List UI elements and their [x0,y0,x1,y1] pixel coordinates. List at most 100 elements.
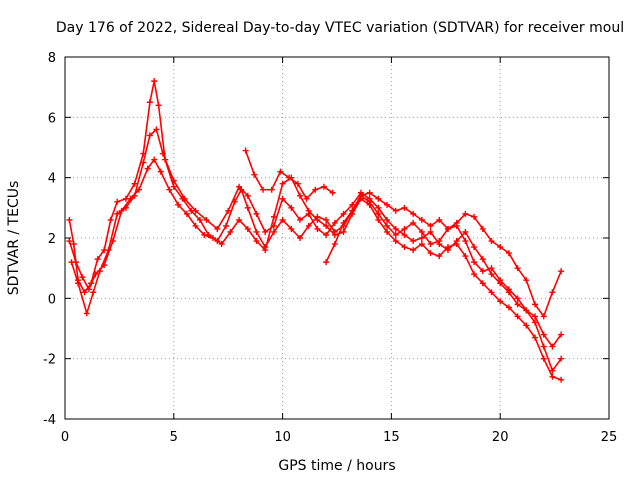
data-point [107,216,114,223]
data-point [331,219,338,226]
data-point [523,277,530,284]
data-point [268,186,275,193]
data-point [410,210,417,217]
y-tick-label: 4 [48,172,56,187]
data-point [514,295,521,302]
data-point [540,343,547,350]
data-point [558,376,565,383]
data-point [401,231,408,238]
data-point [427,241,434,248]
data-point [375,204,382,211]
x-tick-label: 15 [383,430,400,445]
data-point [488,265,495,272]
data-point [479,225,486,232]
data-point [66,238,73,245]
data-point [242,147,249,154]
data-point [314,216,321,223]
data-point [410,238,417,245]
data-point [225,207,232,214]
data-point [94,256,101,263]
data-point [549,343,556,350]
y-tick-label: -2 [43,353,56,368]
data-point [471,271,478,278]
data-point [294,180,301,187]
series-track-3 [66,156,565,383]
data-point [540,313,547,320]
data-point [384,216,391,223]
data-point [488,289,495,296]
data-point [401,225,408,232]
data-point [70,241,77,248]
data-point [558,268,565,275]
data-point [392,207,399,214]
data-point [505,304,512,311]
data-point [159,150,166,157]
data-point [323,259,330,266]
data-point [244,204,251,211]
data-point [340,228,347,235]
data-point [155,102,162,109]
data-point [314,225,321,232]
data-point [114,210,121,217]
data-point [436,253,443,260]
data-point [144,165,151,172]
data-point [453,241,460,248]
y-tick-label: 8 [48,51,56,66]
data-point [384,222,391,229]
data-point [532,319,539,326]
data-point [201,231,208,238]
data-point [384,228,391,235]
data-point [305,207,312,214]
data-point [427,228,434,235]
data-point [79,274,86,281]
data-point [427,250,434,257]
data-point [303,195,310,202]
data-point [151,156,158,163]
data-point [181,195,188,202]
data-point [196,216,203,223]
data-point [418,235,425,241]
data-point [392,231,399,238]
chart-title: Day 176 of 2022, Sidereal Day-to-day VTE… [56,20,624,36]
data-point [90,289,97,296]
data-point [131,180,138,187]
data-point [436,241,443,248]
data-point [366,201,373,208]
data-point [558,331,565,338]
data-point [236,216,243,223]
data-point [244,192,251,199]
data-point [72,259,79,266]
y-tick-label: 0 [48,292,56,307]
data-point [479,256,486,263]
data-point [288,204,295,211]
series-track-4 [242,147,336,202]
data-point [462,228,469,235]
axis-ticks: 0 5 10 15 20 25 -4 -2 0 2 4 6 8 [43,51,617,445]
data-point [444,244,451,251]
series-track-5 [323,189,565,320]
data-point [253,238,260,245]
data-point [462,238,469,245]
data-point [170,177,177,184]
data-point [297,192,304,199]
data-series-group [66,78,565,383]
data-point [85,286,92,293]
data-point [436,216,443,223]
data-point [223,222,230,229]
data-point [140,159,147,166]
data-point [410,247,417,254]
data-point [497,298,504,305]
data-point [532,313,539,320]
data-point [488,271,495,278]
data-point [505,250,512,257]
x-tick-label: 0 [61,430,69,445]
data-point [170,183,177,190]
data-point [497,244,504,251]
data-point [286,174,293,181]
data-point [471,244,478,251]
x-axis-label: GPS time / hours [278,458,395,474]
data-point [209,235,216,241]
data-point [331,231,338,238]
data-point [375,216,382,223]
